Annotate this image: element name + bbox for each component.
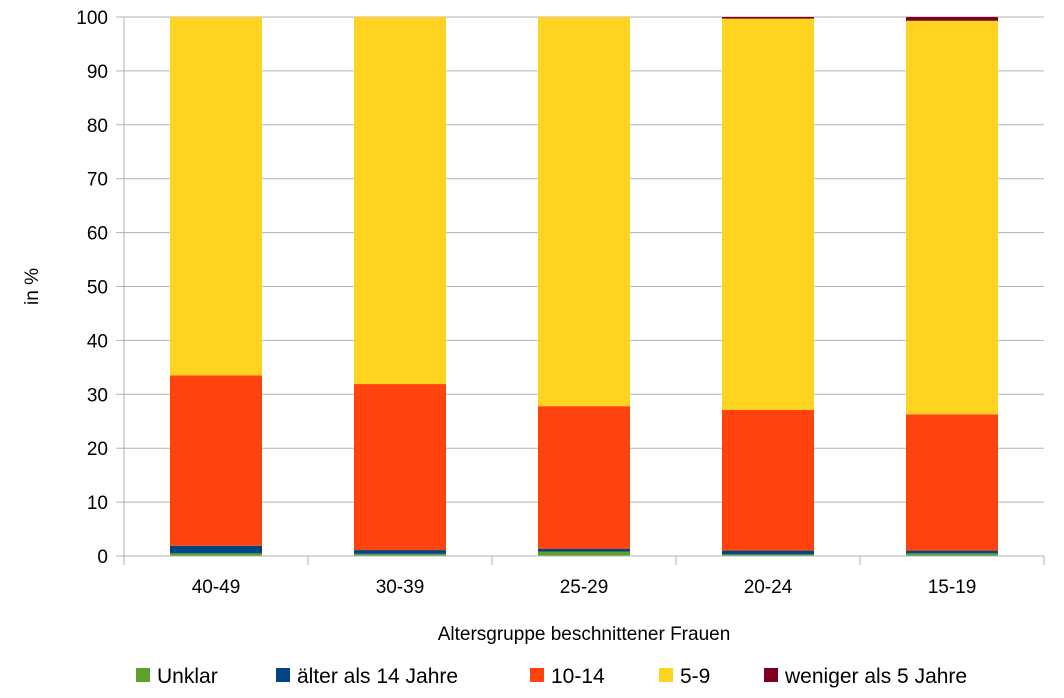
y-tick-label: 20: [87, 439, 108, 460]
legend-swatch: [530, 668, 544, 682]
bar-segment-25-29-0: [538, 551, 630, 556]
y-axis-title: in %: [22, 268, 43, 305]
y-tick-label: 10: [87, 493, 108, 514]
bar-segment-25-29-1: [538, 548, 630, 552]
x-tick-label: 30-39: [376, 577, 425, 598]
y-tick-labels: 0 10 20 30 40 50 60 70 80 90 100: [76, 8, 108, 568]
legend: Unklar älter als 14 Jahre 10-14 5-9 weniger …: [136, 665, 967, 688]
x-axis-title: Altersgruppe beschnittener Frauen: [438, 624, 731, 645]
x-tick-labels: 40-49 30-39 25-29 20-24 15-19: [192, 577, 977, 598]
legend-swatch: [659, 668, 673, 682]
legend-label: Unklar: [157, 665, 218, 688]
bar-segment-20-24-4: [722, 17, 814, 19]
legend-swatch: [136, 668, 150, 682]
y-tick-label: 100: [76, 8, 108, 29]
y-tick-label: 50: [87, 278, 108, 299]
bars: [170, 17, 998, 556]
bar-segment-25-29-3: [538, 17, 630, 407]
bar-segment-40-49-1: [170, 545, 262, 554]
x-tick-label: 40-49: [192, 577, 241, 598]
bar-segment-30-39-2: [354, 384, 446, 551]
bar-segment-20-24-1: [722, 550, 814, 555]
bar-segment-15-19-3: [906, 20, 998, 415]
axes: [116, 16, 1045, 565]
bar-segment-15-19-4: [906, 17, 998, 21]
bar-segment-20-24-0: [722, 554, 814, 556]
bar-segment-15-19-2: [906, 414, 998, 551]
bar-segment-20-24-3: [722, 18, 814, 410]
legend-label: weniger als 5 Jahre: [784, 665, 967, 688]
y-tick-label: 70: [87, 170, 108, 191]
x-tick-label: 25-29: [560, 577, 609, 598]
y-tick-label: 90: [87, 62, 108, 83]
bar-segment-15-19-1: [906, 550, 998, 554]
y-tick-label: 0: [97, 547, 108, 568]
legend-swatch: [764, 668, 778, 682]
x-tick-label: 20-24: [744, 577, 793, 598]
bar-segment-30-39-3: [354, 17, 446, 385]
bar-segment-20-24-2: [722, 409, 814, 551]
legend-label: 5-9: [680, 665, 710, 688]
legend-swatch: [276, 668, 290, 682]
y-tick-label: 40: [87, 331, 108, 352]
x-tick-label: 15-19: [928, 577, 977, 598]
legend-label: 10-14: [551, 665, 605, 688]
y-tick-label: 60: [87, 224, 108, 245]
y-tick-label: 80: [87, 116, 108, 137]
bar-segment-40-49-2: [170, 375, 262, 546]
bar-segment-15-19-0: [906, 553, 998, 556]
bar-segment-30-39-1: [354, 550, 446, 554]
bar-segment-25-29-2: [538, 406, 630, 549]
y-tick-label: 30: [87, 385, 108, 406]
legend-label: älter als 14 Jahre: [297, 665, 458, 688]
bar-segment-40-49-3: [170, 17, 262, 376]
bar-segment-30-39-0: [354, 553, 446, 556]
bar-segment-40-49-0: [170, 553, 262, 556]
